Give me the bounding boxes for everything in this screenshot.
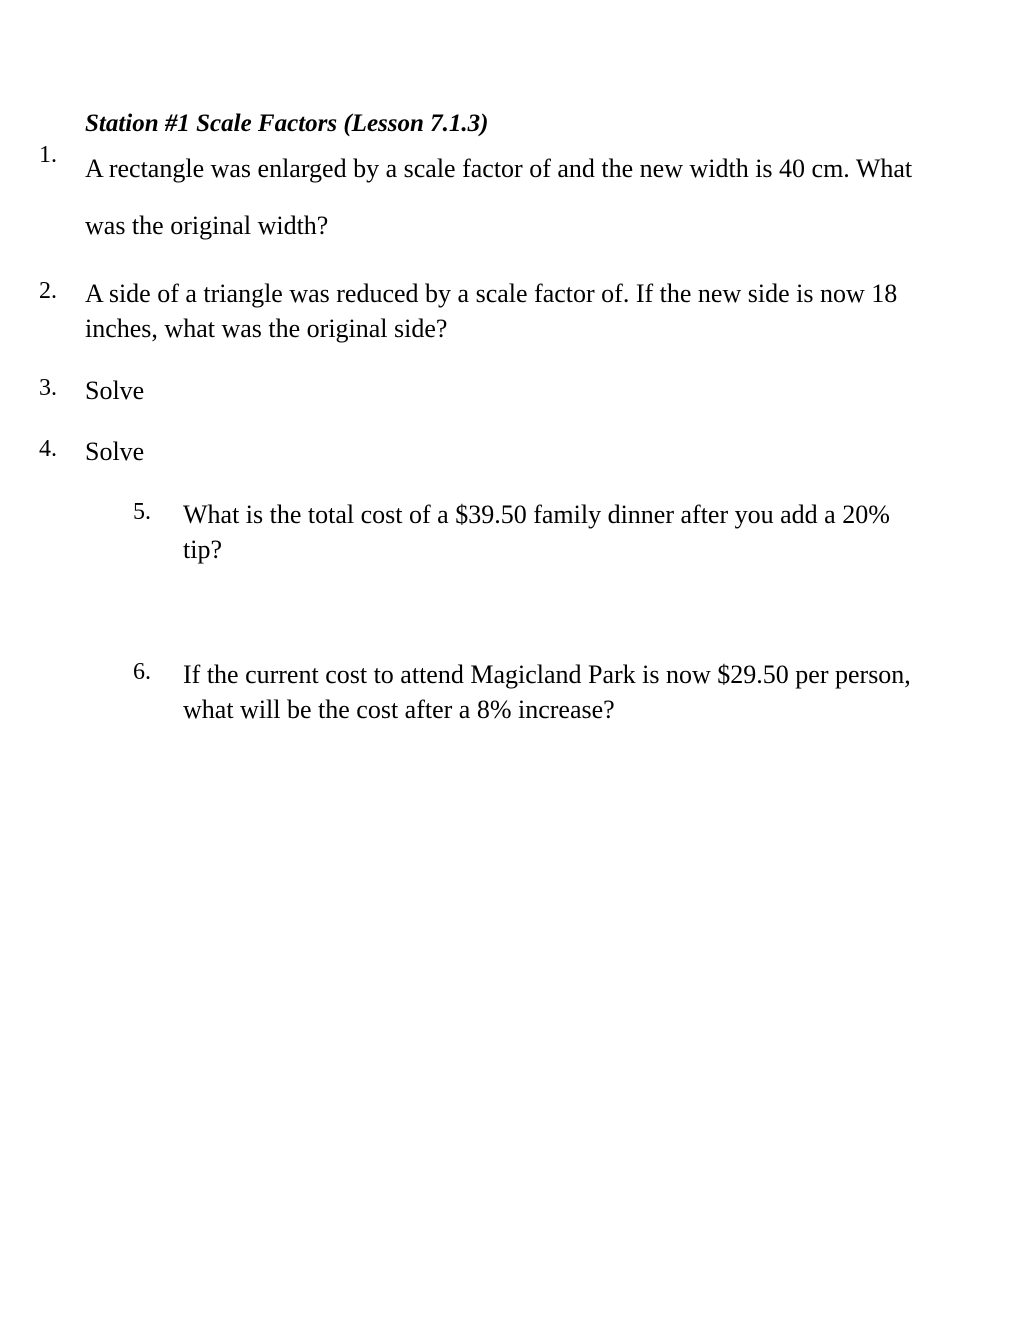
item-number: 3. xyxy=(39,373,85,408)
item-text: A side of a triangle was reduced by a sc… xyxy=(85,276,935,346)
item-text: Solve xyxy=(85,373,935,408)
list-item: 4. Solve xyxy=(85,434,935,469)
list-item: 5. What is the total cost of a $39.50 fa… xyxy=(133,497,935,567)
inner-list: 5. What is the total cost of a $39.50 fa… xyxy=(133,497,935,727)
item-text: What is the total cost of a $39.50 famil… xyxy=(183,497,935,567)
item-text: A rectangle was enlarged by a scale fact… xyxy=(85,140,935,254)
item-number: 1. xyxy=(39,140,85,254)
item-number: 4. xyxy=(39,434,85,469)
list-item: 2. A side of a triangle was reduced by a… xyxy=(85,276,935,346)
item-number: 5. xyxy=(133,497,183,567)
item-number: 2. xyxy=(39,276,85,346)
list-item: 6. If the current cost to attend Magicla… xyxy=(133,657,935,727)
item-text: Solve xyxy=(85,434,935,469)
outer-list: 1. A rectangle was enlarged by a scale f… xyxy=(85,140,935,469)
item-number: 6. xyxy=(133,657,183,727)
list-item: 3. Solve xyxy=(85,373,935,408)
list-item: 1. A rectangle was enlarged by a scale f… xyxy=(85,140,935,254)
item-text: If the current cost to attend Magicland … xyxy=(183,657,935,727)
station-title: Station #1 Scale Factors (Lesson 7.1.3) xyxy=(85,110,935,138)
